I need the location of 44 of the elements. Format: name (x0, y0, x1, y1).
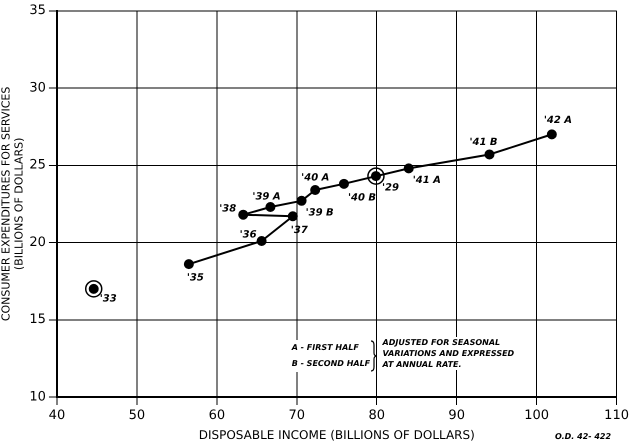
x-tick-label: 40 (48, 408, 66, 424)
point (296, 196, 307, 206)
x-axis-title: DISPOSABLE INCOME (BILLIONS OF DOLLARS) (198, 428, 475, 442)
point (546, 129, 557, 140)
annotation: '39 A (252, 192, 281, 203)
annotation: '38 (219, 203, 236, 214)
annotation: '39 B (306, 207, 334, 218)
annotation: '41 B (469, 137, 498, 148)
annotation: A - FIRST HALF B - SECOND HALF (290, 340, 372, 372)
point (484, 149, 494, 160)
annotation: '41 A (412, 174, 441, 186)
point (310, 184, 320, 195)
y-tick-label: 20 (29, 234, 46, 250)
annotation: '40 B (348, 192, 376, 204)
annotation: '40 A (301, 172, 330, 184)
annotation: '35 (186, 272, 204, 284)
x-tick-label: 110 (604, 408, 630, 424)
annotation: '33 (100, 293, 117, 304)
y-tick-label: 30 (29, 80, 46, 96)
x-tick-label: 60 (208, 408, 226, 424)
point (338, 178, 349, 189)
y-tick-label: 25 (29, 158, 46, 173)
point (288, 211, 298, 222)
y-tick-label: 15 (29, 312, 46, 328)
x-tick-label: 50 (128, 408, 146, 424)
x-tick-label: 70 (288, 408, 306, 424)
point (256, 236, 267, 246)
y-tick-label: 10 (29, 389, 46, 404)
x-tick-label: 80 (368, 408, 386, 424)
point (265, 202, 276, 212)
point (404, 163, 414, 174)
point (238, 210, 248, 220)
y-axis-title: CONSUMER EXPENDITURES FOR SERVICES (BILLIONS OF DOLLARS) (0, 86, 26, 322)
annotation: '42 A (544, 114, 572, 126)
annotation: ADJUSTED FOR SEASONAL VARIATIONS AND EXPRESSED AT ANNUAL RATE. (382, 336, 516, 370)
text: O.D. 42- 422 (554, 431, 612, 442)
point (184, 259, 194, 270)
point (367, 167, 385, 185)
y-tick-label: 35 (29, 3, 46, 18)
point (84, 280, 102, 298)
x-tick-label: 100 (524, 408, 550, 424)
annotation: '36 (240, 230, 257, 241)
x-tick-label: 90 (448, 408, 465, 424)
annotation: '29 (382, 182, 399, 194)
